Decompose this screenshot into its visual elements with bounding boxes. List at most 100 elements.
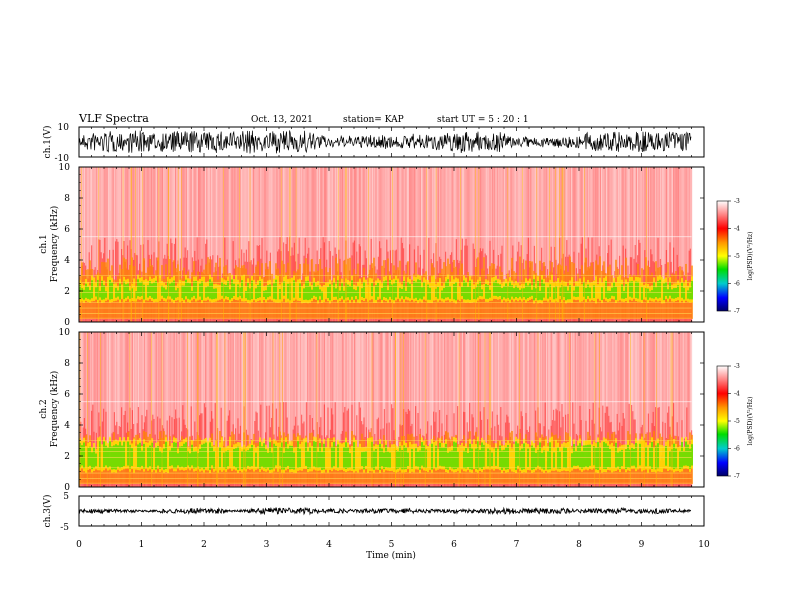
psd-column	[580, 332, 582, 487]
psd-band-green	[421, 442, 423, 466]
psd-band-green	[137, 444, 139, 468]
psd-band-green	[657, 280, 659, 299]
psd-column	[497, 332, 499, 487]
psd-column	[485, 167, 487, 322]
psd-column	[427, 332, 429, 487]
psd-column	[161, 332, 163, 487]
psd-column	[676, 332, 678, 487]
psd-column	[197, 167, 199, 322]
psd-column	[232, 332, 234, 487]
psd-band-yellow	[413, 443, 415, 473]
psd-column	[351, 167, 353, 322]
psd-column	[571, 167, 573, 322]
psd-column	[314, 332, 316, 487]
psd-column	[227, 332, 229, 487]
psd-column	[614, 332, 616, 487]
psd-band-green	[279, 288, 281, 300]
psd-column	[417, 167, 419, 322]
psd-band-orange	[341, 282, 343, 319]
psd-column	[524, 167, 526, 322]
psd-column	[460, 332, 462, 487]
psd-column	[447, 167, 449, 322]
psd-column	[565, 167, 567, 322]
psd-band-green	[413, 280, 415, 299]
psd-band-green	[687, 444, 689, 466]
psd-column	[219, 332, 221, 487]
psd-column	[255, 167, 257, 322]
psd-band-yellow	[513, 443, 515, 473]
psd-band-green	[371, 283, 373, 297]
psd-column	[649, 167, 651, 322]
psd-column	[226, 332, 228, 487]
psd-column	[202, 167, 204, 322]
psd-band-green	[293, 452, 295, 470]
psd-column	[101, 332, 103, 487]
x-tick-label: 8	[576, 540, 582, 550]
psd-band-green	[575, 450, 577, 466]
psd-band-yellow	[329, 448, 331, 470]
psd-column	[541, 167, 543, 322]
psd-band-yellow	[557, 277, 559, 302]
psd-column	[583, 167, 585, 322]
psd-band-green	[317, 451, 319, 468]
psd-band-green	[573, 290, 575, 297]
psd-column	[545, 167, 547, 322]
psd-column	[281, 167, 283, 322]
psd-column	[350, 167, 352, 322]
psd-column	[143, 167, 145, 322]
psd-column	[221, 167, 223, 322]
psd-column	[595, 167, 597, 322]
psd-band-green	[547, 287, 549, 299]
ch1-ytick-top: 10	[58, 123, 70, 133]
psd-column	[623, 332, 625, 487]
psd-band-green	[195, 451, 197, 468]
psd-band-green	[495, 447, 497, 466]
psd-band-orange	[619, 281, 621, 319]
psd-column	[434, 167, 436, 322]
psd-band-green	[227, 450, 229, 467]
psd-band-green	[689, 287, 691, 300]
ch1-colorbar-scale	[716, 200, 729, 312]
psd-band-green	[155, 280, 157, 299]
ch1-waveform-panel: 10 -10 ch.1(V)	[42, 123, 705, 164]
psd-column	[163, 167, 165, 322]
psd-column	[147, 332, 149, 487]
psd-column	[410, 167, 412, 322]
psd-band-green	[543, 450, 545, 470]
psd-band-green	[111, 282, 113, 300]
psd-band-green	[635, 442, 637, 469]
psd-column	[429, 332, 431, 487]
y-tick-label: 2	[64, 287, 70, 297]
psd-column	[275, 167, 277, 322]
psd-column	[92, 167, 94, 322]
colorbar-tick-label: -6	[734, 281, 740, 288]
psd-band-yellow	[121, 284, 123, 300]
psd-band-green	[211, 281, 213, 300]
psd-band-green	[287, 283, 289, 299]
psd-column	[452, 167, 454, 322]
psd-band-green	[483, 444, 485, 467]
psd-column	[302, 332, 304, 487]
psd-column	[613, 332, 615, 487]
psd-band-yellow	[433, 441, 435, 469]
psd-band-yellow	[511, 448, 513, 472]
psd-column	[274, 332, 276, 487]
psd-column	[555, 167, 557, 322]
psd-column	[650, 167, 652, 322]
psd-column	[399, 332, 401, 487]
psd-column	[599, 332, 601, 487]
psd-column	[634, 167, 636, 322]
psd-band-yellow	[239, 442, 241, 471]
psd-column	[339, 167, 341, 322]
psd-column	[297, 167, 299, 322]
psd-band-yellow	[653, 447, 655, 472]
psd-band-green	[605, 443, 607, 470]
x-tick-label: 6	[451, 540, 457, 550]
psd-column	[567, 167, 569, 322]
psd-column	[140, 332, 142, 487]
psd-column	[389, 332, 391, 487]
psd-band-green	[617, 452, 619, 467]
psd-column	[542, 167, 544, 322]
psd-column	[148, 332, 150, 487]
psd-column	[487, 167, 489, 322]
